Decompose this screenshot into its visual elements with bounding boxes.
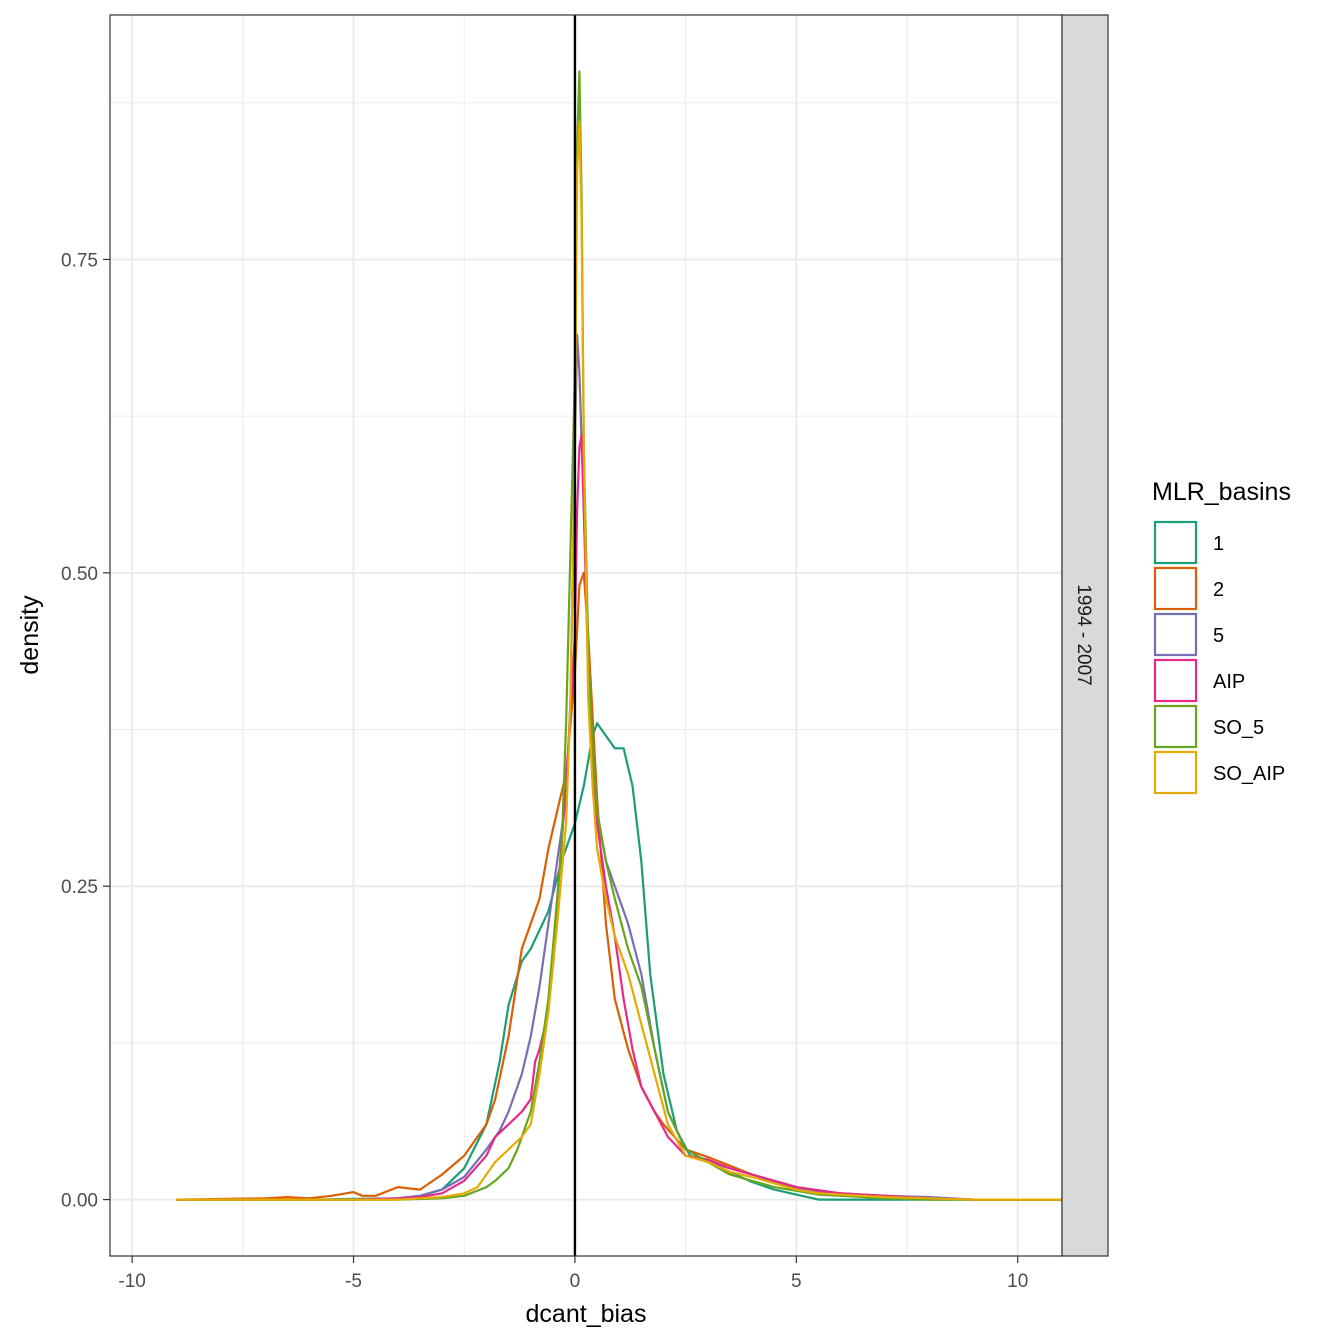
x-axis: -10 -5 0 5 10 [118, 1256, 1028, 1292]
x-tick-label: 0 [570, 1271, 581, 1292]
x-tick-label: 10 [1007, 1271, 1028, 1292]
legend-key-SO_5 [1153, 704, 1198, 749]
x-tick-label: -5 [345, 1271, 362, 1292]
minor-gridlines [110, 15, 1062, 1256]
legend: MLR_basins 1 2 5 AIP SO_5 SO_AIP [1152, 478, 1291, 795]
y-tick-label: 0.75 [61, 250, 98, 271]
x-tick-label: 5 [791, 1271, 802, 1292]
legend-label-1: 1 [1213, 533, 1224, 555]
y-axis: 0.00 0.25 0.50 0.75 [61, 250, 110, 1212]
legend-key-5 [1153, 612, 1198, 657]
legend-label-AIP: AIP [1213, 671, 1245, 693]
legend-key-SO_AIP [1153, 750, 1198, 795]
facet-strip [1061, 14, 1109, 1257]
legend-title: MLR_basins [1152, 478, 1291, 506]
legend-label-2: 2 [1213, 579, 1224, 601]
legend-label-SO_5: SO_5 [1213, 717, 1264, 739]
legend-key-1 [1153, 520, 1198, 565]
series-line-SO_AIP [176, 120, 1062, 1201]
legend-key-AIP [1153, 658, 1198, 703]
legend-label-5: 5 [1213, 625, 1224, 647]
x-axis-title: dcant_bias [526, 1300, 647, 1328]
legend-label-SO_AIP: SO_AIP [1213, 763, 1285, 785]
y-axis-title: density [16, 595, 44, 675]
y-tick-label: 0.00 [61, 1191, 98, 1212]
x-tick-label: -10 [118, 1271, 145, 1292]
facet-strip-label: 1994 - 2007 [1073, 584, 1094, 685]
y-tick-label: 0.50 [61, 564, 98, 585]
y-tick-label: 0.25 [61, 877, 98, 898]
legend-key-2 [1153, 566, 1198, 611]
series-line-SO_5 [176, 70, 1062, 1201]
